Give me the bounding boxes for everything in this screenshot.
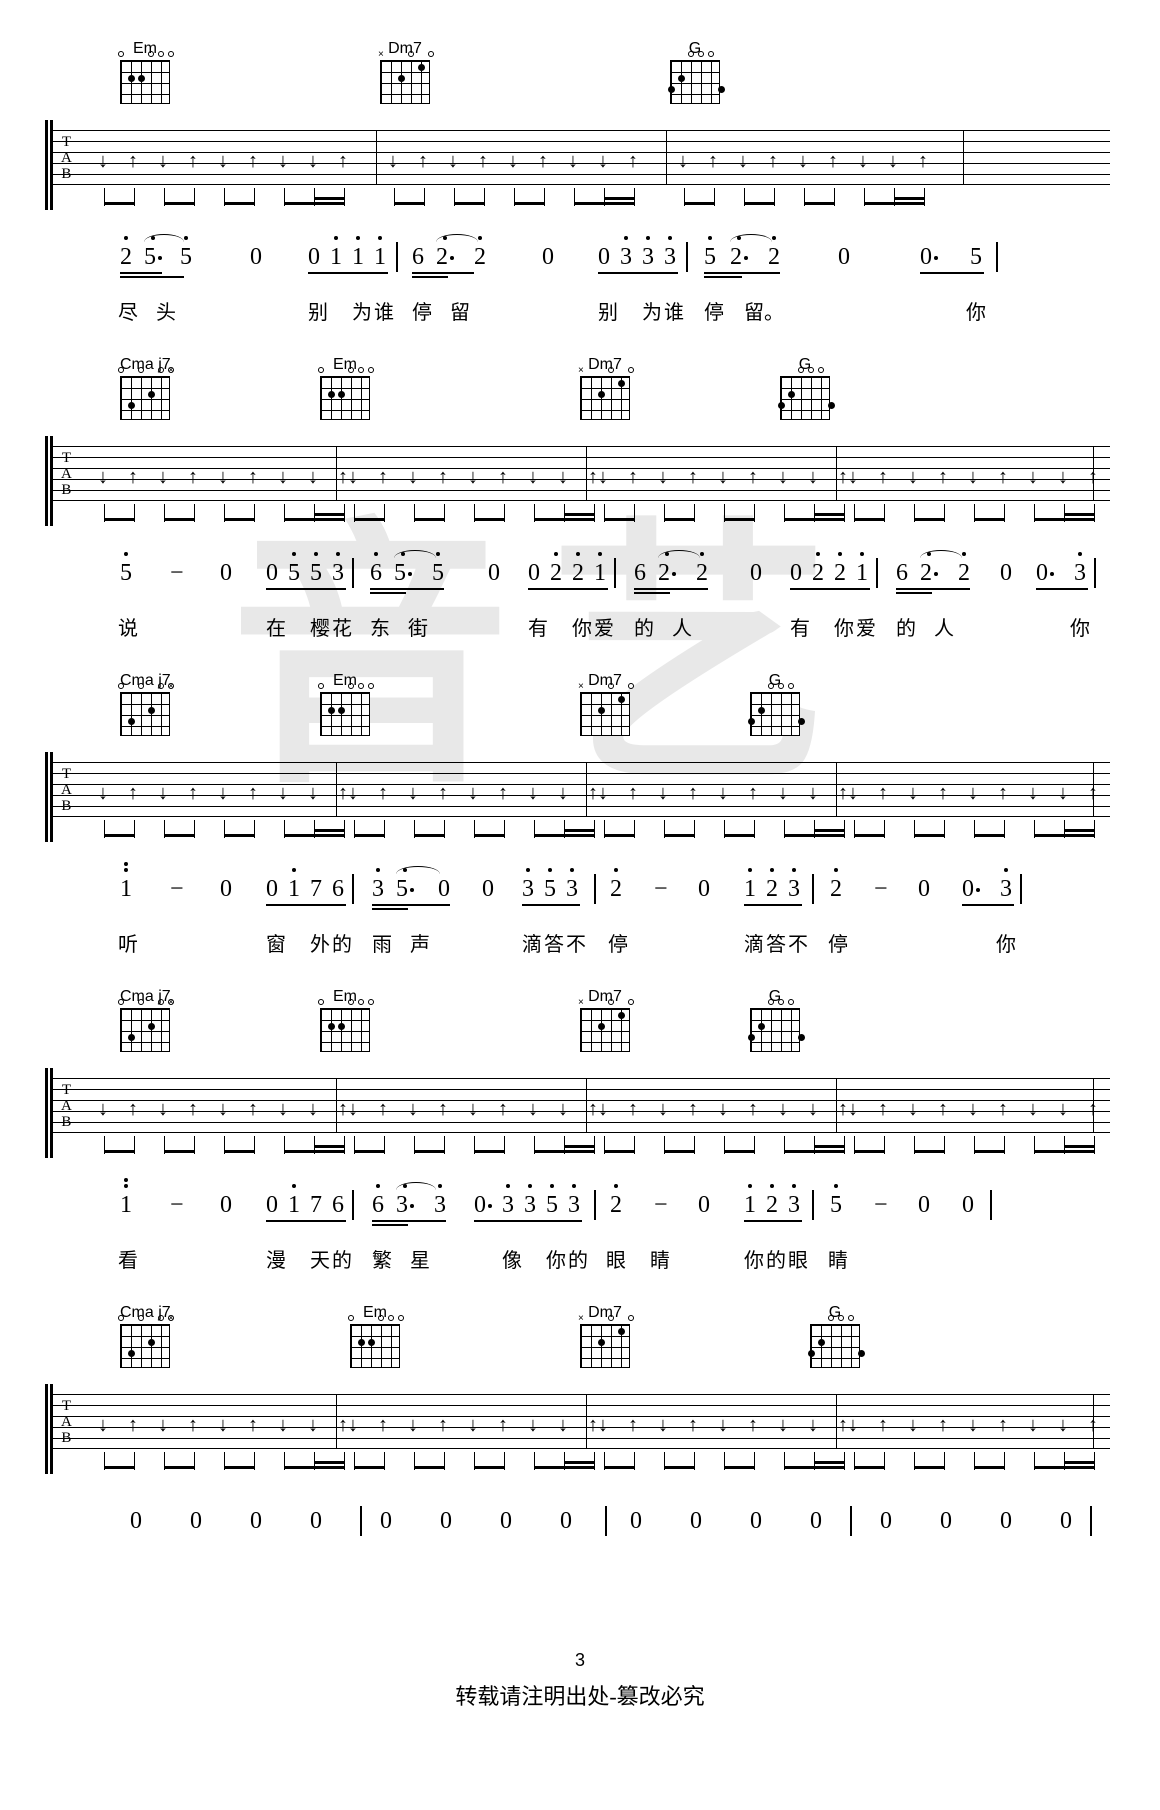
- jianpu-row: 2550011162200333522005: [50, 244, 1110, 294]
- jianpu-row: 1−0017635003532−01232−003: [50, 876, 1110, 926]
- system: Cma j7× Em Dm7× G T A B↓↑↓↑↓↑↓↓↑↓↑↓↑↓↑↓↓↑↓↑↓…: [50, 988, 1110, 1274]
- chord-cmaj7: Cma j7×: [120, 672, 171, 736]
- chord-g: G: [750, 988, 800, 1052]
- lyric-row: 听窗外的雨声滴答不停滴答不停你: [50, 928, 1110, 958]
- chord-em: Em: [320, 988, 370, 1052]
- footer-text: 转载请注明出处-篡改必究: [50, 1679, 1110, 1711]
- chord-dm7: Dm7×: [380, 40, 430, 104]
- chord-em: Em: [320, 672, 370, 736]
- jianpu-row: 5−005536550022162200221622003: [50, 560, 1110, 610]
- chord-em: Em: [350, 1304, 400, 1368]
- system: Cma j7× Em Dm7× G T A B↓↑↓↑↓↑↓↓↑↓↑↓↑↓↑↓↓↑↓↑↓…: [50, 672, 1110, 958]
- chord-g: G: [780, 356, 830, 420]
- tab-staff: T A B↓↑↓↑↓↑↓↓↑↓↑↓↑↓↑↓↓↑↓↑↓↑↓↑↓↓↑: [50, 120, 1110, 210]
- footer: 3 转载请注明出处-篡改必究: [50, 1650, 1110, 1711]
- tab-staff: T A B↓↑↓↑↓↑↓↓↑↓↑↓↑↓↑↓↓↑↓↑↓↑↓↑↓↓↑↓↑↓↑↓↑↓↓…: [50, 436, 1110, 526]
- lyric-row: 说在樱花东街有你爱的人有你爱的人你: [50, 612, 1110, 642]
- lyric-row: 尽头别为谁停留别为谁停留。你: [50, 296, 1110, 326]
- chord-dm7: Dm7×: [580, 356, 630, 420]
- system: Cma j7× Em Dm7× G T A B↓↑↓↑↓↑↓↓↑↓↑↓↑↓↑↓↓↑↓↑↓…: [50, 356, 1110, 642]
- chord-cmaj7: Cma j7×: [120, 1304, 171, 1368]
- lyric-row: [50, 1560, 1110, 1590]
- jianpu-row: 1−00176633033532−01235−00: [50, 1192, 1110, 1242]
- chord-dm7: Dm7×: [580, 1304, 630, 1368]
- chord-dm7: Dm7×: [580, 988, 630, 1052]
- tab-staff: T A B↓↑↓↑↓↑↓↓↑↓↑↓↑↓↑↓↓↑↓↑↓↑↓↑↓↓↑↓↑↓↑↓↑↓↓…: [50, 1068, 1110, 1158]
- tab-staff: T A B↓↑↓↑↓↑↓↓↑↓↑↓↑↓↑↓↓↑↓↑↓↑↓↑↓↓↑↓↑↓↑↓↑↓↓…: [50, 1384, 1110, 1474]
- lyric-row: 看漫天的繁星像你的眼睛你的眼睛: [50, 1244, 1110, 1274]
- chord-cmaj7: Cma j7×: [120, 356, 171, 420]
- jianpu-row: 0000000000000000: [50, 1508, 1110, 1558]
- system: Em Dm7× G T A B↓↑↓↑↓↑↓↓↑↓↑↓↑↓↑↓↓↑↓↑↓↑↓↑↓↓↑ 2…: [50, 40, 1110, 326]
- system: Cma j7× Em Dm7× G T A B↓↑↓↑↓↑↓↓↑↓↑↓↑↓↑↓↓↑↓↑↓…: [50, 1304, 1110, 1590]
- chord-g: G: [750, 672, 800, 736]
- chord-cmaj7: Cma j7×: [120, 988, 171, 1052]
- page-number: 3: [50, 1650, 1110, 1671]
- chord-g: G: [810, 1304, 860, 1368]
- tab-staff: T A B↓↑↓↑↓↑↓↓↑↓↑↓↑↓↑↓↓↑↓↑↓↑↓↑↓↓↑↓↑↓↑↓↑↓↓…: [50, 752, 1110, 842]
- chord-em: Em: [320, 356, 370, 420]
- chord-g: G: [670, 40, 720, 104]
- chord-dm7: Dm7×: [580, 672, 630, 736]
- chord-em: Em: [120, 40, 170, 104]
